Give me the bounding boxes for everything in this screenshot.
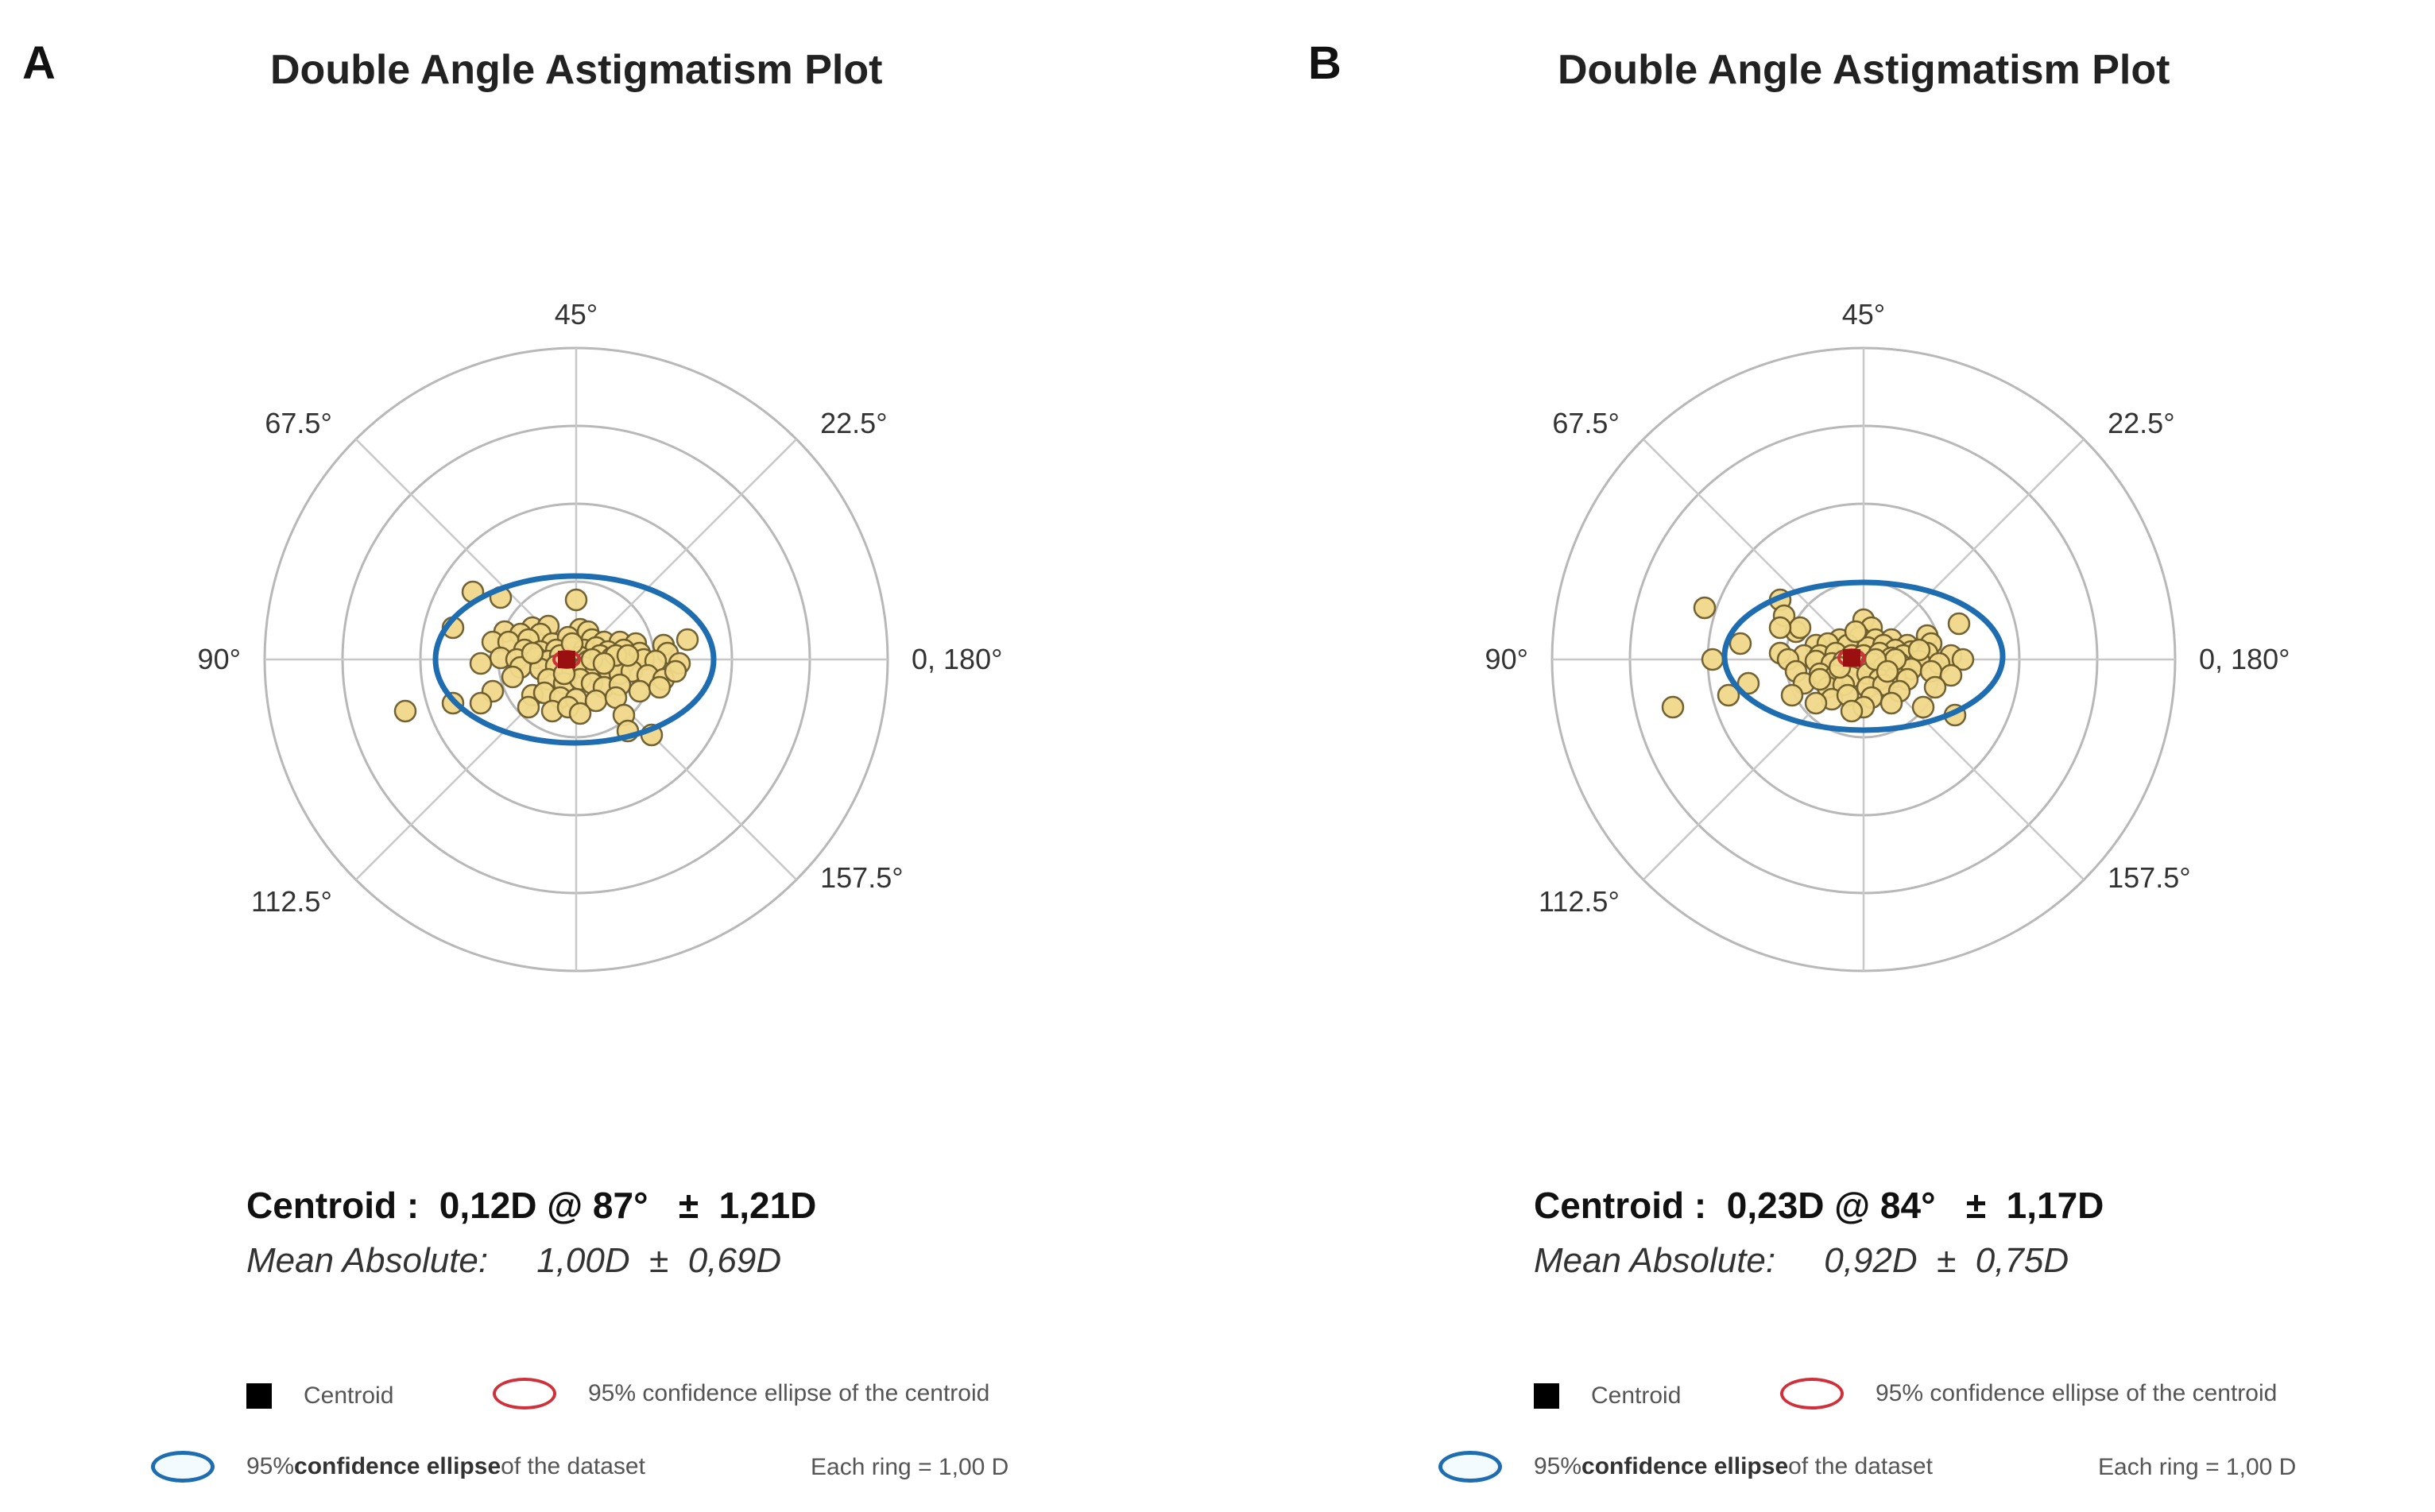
data-point [1693, 596, 1717, 620]
stats-block: Centroid : 0,23D @ 84° ± 1,17D Mean Abso… [1534, 1184, 2104, 1281]
chart-title: Double Angle Astigmatism Plot [270, 47, 883, 93]
legend-ring-label: Each ring = 1,00 D [811, 1454, 1009, 1480]
axis-angle-label: 0, 180° [2199, 643, 2290, 675]
centroid-marker [558, 651, 575, 668]
data-point [1808, 667, 1832, 691]
legend-centroid: Centroid [1534, 1382, 1681, 1410]
data-point [469, 652, 493, 675]
axis-angle-label: 112.5° [1539, 885, 1620, 918]
polar-plot: 0, 180° 22.5° 45° 67.5° 90° 112.5° 157.5° [1485, 298, 2290, 973]
data-point [1729, 632, 1752, 655]
legend-ring-step: Each ring = 1,00 D [811, 1454, 1008, 1481]
data-point [469, 691, 493, 715]
panel-letter: A [22, 37, 56, 89]
data-point [628, 679, 652, 703]
panel-a: A Double Angle Astigmatism Plot 0, 180° 2… [22, 37, 1176, 1502]
radial-axis [575, 438, 798, 660]
legend-dataset-suffix: of the dataset [1788, 1453, 1933, 1479]
centroid-stat: Centroid : 0,23D @ 84° ± 1,17D [1534, 1185, 2104, 1226]
polar-plot: 0, 180° 22.5° 45° 67.5° 90° 112.5° 157.5° [198, 298, 1003, 973]
centroid-swatch [1534, 1383, 1559, 1409]
axis-angle-label: 45° [1842, 298, 1885, 331]
data-point [1804, 691, 1828, 715]
stats-block: Centroid : 0,12D @ 87° ± 1,21D Mean Abso… [246, 1184, 816, 1281]
chart-title: Double Angle Astigmatism Plot [1558, 47, 2170, 93]
axis-angle-label: 67.5° [1552, 407, 1619, 439]
legend-dataset-ellipse: 95% confidence ellipse of the dataset [151, 1451, 645, 1483]
dataset-ellipse-swatch [151, 1451, 215, 1483]
legend-centroid-ellipse-label: 95% confidence ellipse of the centroid [1876, 1380, 2278, 1406]
data-point [521, 641, 544, 665]
axis-angle-label: 67.5° [265, 407, 331, 439]
axis-angle-label: 90° [198, 643, 241, 675]
dataset-confidence-ellipse [1721, 579, 2006, 733]
data-point [1876, 659, 1899, 683]
centroid-ellipse-swatch [1780, 1378, 1844, 1410]
radial-axis [1642, 438, 1864, 660]
legend: Centroid 95% confidence ellipse of the c… [1430, 1375, 2435, 1502]
axis-angle-label: 157.5° [2108, 861, 2190, 894]
legend-dataset-ellipse: 95% confidence ellipse of the dataset [1438, 1451, 1933, 1483]
legend-dataset-prefix: 95% [1534, 1453, 1582, 1479]
data-point [648, 675, 672, 699]
data-point [1947, 612, 1971, 636]
data-point [564, 588, 588, 612]
axis-angle-label: 22.5° [2108, 407, 2174, 439]
legend: Centroid 95% confidence ellipse of the c… [143, 1375, 1176, 1502]
legend-centroid-ellipse-label: 95% confidence ellipse of the centroid [588, 1380, 990, 1406]
panel-b: B Double Angle Astigmatism Plot 0, 180° 2… [1287, 0, 2435, 1512]
legend-centroid: Centroid [246, 1382, 393, 1410]
axis-angle-label: 45° [555, 298, 598, 331]
legend-ring-label: Each ring = 1,00 D [2098, 1454, 2297, 1480]
dataset-confidence-ellipse [432, 573, 717, 746]
radial-axis [1863, 438, 2085, 660]
legend-centroid-ellipse: 95% confidence ellipse of the centroid [493, 1378, 989, 1410]
data-point [676, 628, 699, 652]
centroid-swatch [246, 1383, 272, 1409]
data-point [1661, 695, 1685, 719]
data-point [1907, 638, 1931, 662]
data-point [664, 659, 687, 683]
legend-ring-step: Each ring = 1,00 D [2098, 1454, 2296, 1481]
centroid-marker [1843, 649, 1860, 667]
axis-angle-label: 157.5° [820, 861, 903, 894]
centroid-stat: Centroid : 0,12D @ 87° ± 1,21D [246, 1185, 817, 1226]
data-point [517, 695, 540, 719]
data-point [501, 665, 525, 689]
axis-angle-label: 0, 180° [912, 643, 1003, 675]
dataset-ellipse-swatch [1438, 1451, 1502, 1483]
data-point [1840, 699, 1864, 723]
centroid-ellipse-swatch [493, 1378, 556, 1410]
legend-centroid-ellipse: 95% confidence ellipse of the centroid [1780, 1378, 2277, 1410]
data-point [1717, 683, 1740, 707]
data-point [1768, 616, 1792, 640]
axis-angle-label: 90° [1485, 643, 1528, 675]
legend-centroid-label: Centroid [1591, 1382, 1682, 1409]
panel-letter: B [1308, 37, 1341, 89]
mean-absolute-stat: Mean Absolute: 1,00D ± 0,69D [246, 1241, 782, 1280]
axis-angle-label: 22.5° [820, 407, 887, 439]
legend-dataset-strong: confidence ellipse [1581, 1453, 1789, 1479]
data-point [393, 699, 417, 723]
data-point [1788, 616, 1812, 640]
data-point [1939, 663, 1963, 687]
data-point [1736, 671, 1760, 695]
axis-angle-label: 112.5° [251, 885, 332, 918]
data-point [1879, 691, 1903, 715]
data-point [1923, 675, 1947, 699]
legend-dataset-suffix: of the dataset [501, 1453, 645, 1479]
data-point [616, 644, 640, 667]
data-point [1911, 695, 1935, 719]
data-point [1844, 620, 1868, 644]
data-point [568, 702, 592, 725]
legend-dataset-strong: confidence ellipse [294, 1453, 501, 1479]
mean-absolute-stat: Mean Absolute: 0,92D ± 0,75D [1534, 1241, 2069, 1280]
legend-centroid-label: Centroid [304, 1382, 394, 1409]
data-point [1951, 648, 1975, 671]
data-point [1701, 648, 1725, 671]
data-point [592, 652, 616, 675]
legend-dataset-prefix: 95% [246, 1453, 295, 1479]
data-point [1780, 683, 1804, 707]
